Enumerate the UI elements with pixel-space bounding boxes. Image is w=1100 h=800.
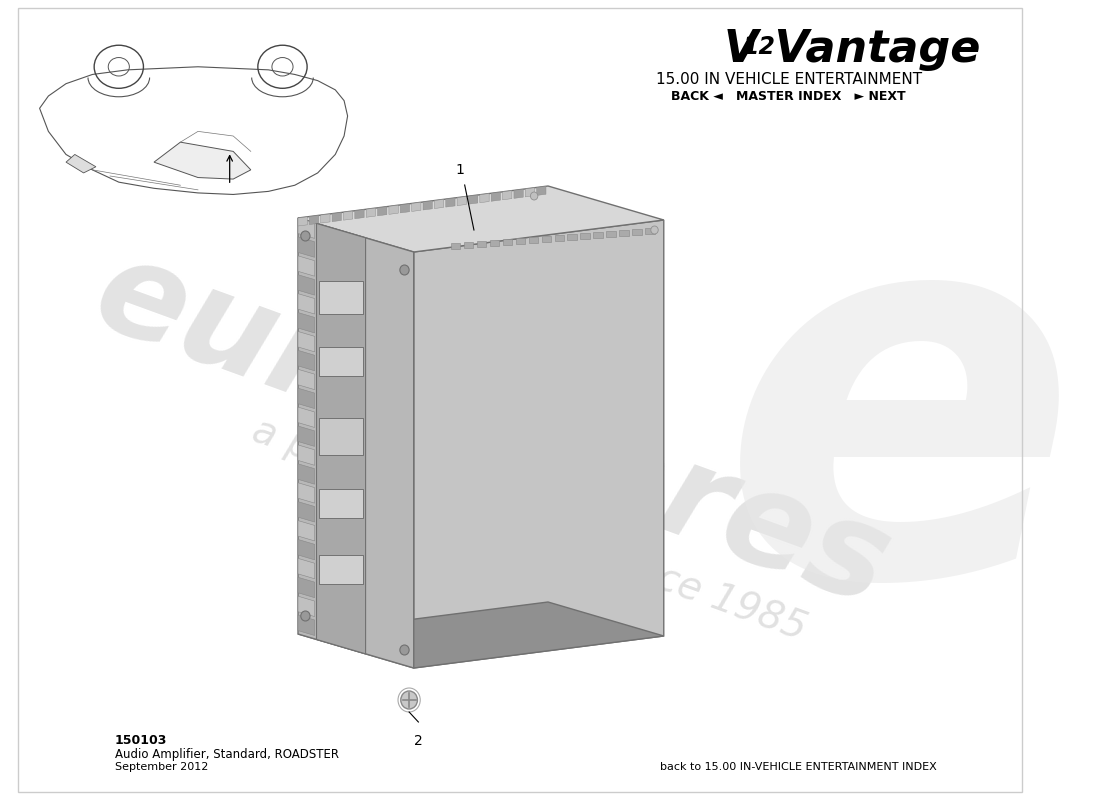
Bar (319, 347, 363, 376)
Polygon shape (298, 256, 315, 276)
Polygon shape (298, 370, 315, 390)
Circle shape (300, 231, 310, 241)
Text: eurospares: eurospares (78, 227, 906, 633)
Bar (541, 236, 551, 242)
Bar (490, 240, 499, 246)
Polygon shape (298, 186, 663, 252)
Text: BACK ◄   MASTER INDEX   ► NEXT: BACK ◄ MASTER INDEX ► NEXT (671, 90, 906, 103)
Bar (606, 231, 616, 237)
Polygon shape (298, 521, 315, 541)
Polygon shape (298, 388, 315, 409)
Bar (451, 243, 460, 249)
Polygon shape (298, 294, 315, 314)
Circle shape (530, 192, 538, 200)
Polygon shape (424, 201, 432, 210)
Polygon shape (343, 211, 353, 220)
Bar (319, 555, 363, 584)
Circle shape (400, 691, 418, 709)
Polygon shape (298, 217, 307, 226)
Bar (319, 489, 363, 518)
Polygon shape (154, 142, 251, 179)
Polygon shape (355, 210, 364, 218)
Polygon shape (298, 482, 315, 503)
Polygon shape (537, 186, 546, 195)
Text: Vantage: Vantage (759, 28, 980, 71)
Polygon shape (298, 539, 315, 560)
Bar (529, 237, 538, 243)
Polygon shape (480, 194, 490, 202)
Bar (319, 281, 363, 314)
Text: 12: 12 (742, 35, 775, 59)
Bar (632, 229, 641, 235)
Polygon shape (317, 223, 365, 654)
Polygon shape (514, 189, 524, 198)
Circle shape (651, 226, 658, 234)
Polygon shape (298, 464, 315, 484)
Circle shape (400, 265, 409, 275)
Polygon shape (298, 558, 315, 578)
Bar (593, 232, 603, 238)
Text: back to 15.00 IN-VEHICLE ENTERTAINMENT INDEX: back to 15.00 IN-VEHICLE ENTERTAINMENT I… (660, 762, 937, 772)
Polygon shape (298, 218, 414, 668)
Polygon shape (298, 407, 315, 427)
Polygon shape (411, 202, 421, 211)
Text: 15.00 IN VEHICLE ENTERTAINMENT: 15.00 IN VEHICLE ENTERTAINMENT (656, 72, 922, 87)
Bar (516, 238, 525, 244)
Polygon shape (298, 237, 315, 258)
Text: e: e (720, 174, 1079, 686)
Bar (476, 241, 486, 247)
Bar (646, 228, 654, 234)
Polygon shape (414, 220, 663, 668)
Text: V: V (724, 28, 759, 71)
Polygon shape (332, 213, 341, 222)
Polygon shape (298, 578, 315, 598)
Polygon shape (66, 154, 96, 173)
Polygon shape (309, 215, 319, 225)
Polygon shape (298, 426, 315, 446)
Polygon shape (298, 218, 315, 238)
Text: a passion for parts since 1985: a passion for parts since 1985 (248, 412, 812, 648)
Bar (619, 230, 628, 236)
Text: 1: 1 (455, 163, 464, 177)
Circle shape (300, 611, 310, 621)
Polygon shape (503, 190, 512, 200)
Text: September 2012: September 2012 (114, 762, 208, 772)
Text: 150103: 150103 (114, 734, 167, 747)
Polygon shape (298, 274, 315, 295)
Polygon shape (446, 198, 455, 207)
Polygon shape (298, 615, 315, 635)
Polygon shape (400, 204, 409, 213)
Polygon shape (389, 205, 398, 214)
Polygon shape (298, 445, 315, 466)
Polygon shape (377, 206, 387, 216)
Polygon shape (298, 596, 315, 617)
Polygon shape (321, 214, 330, 223)
Polygon shape (458, 197, 466, 206)
Polygon shape (298, 602, 663, 668)
Polygon shape (434, 199, 443, 209)
Polygon shape (298, 331, 315, 352)
Bar (568, 234, 576, 240)
Bar (319, 418, 363, 455)
Bar (554, 235, 564, 241)
Polygon shape (492, 192, 500, 202)
Bar (464, 242, 473, 248)
Polygon shape (526, 188, 535, 197)
Polygon shape (298, 502, 315, 522)
Bar (503, 239, 512, 245)
Circle shape (400, 645, 409, 655)
Polygon shape (298, 313, 315, 333)
Text: Audio Amplifier, Standard, ROADSTER: Audio Amplifier, Standard, ROADSTER (114, 748, 339, 761)
Text: 2: 2 (414, 734, 422, 748)
Polygon shape (366, 208, 375, 218)
Polygon shape (298, 350, 315, 370)
Polygon shape (469, 195, 477, 204)
Bar (581, 233, 590, 239)
